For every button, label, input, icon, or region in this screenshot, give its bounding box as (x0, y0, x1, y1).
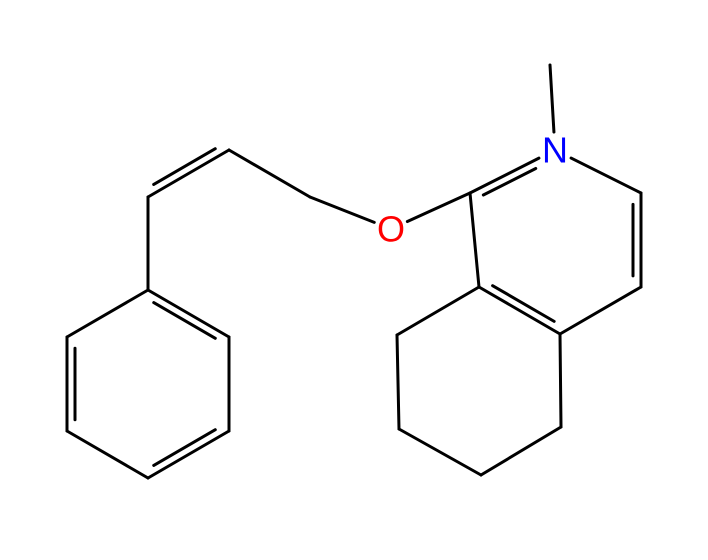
bond (148, 150, 229, 197)
bond (399, 429, 481, 475)
bond (550, 65, 554, 132)
atom-label-n: N (542, 130, 568, 171)
bond (67, 431, 148, 478)
bond (229, 150, 310, 197)
bond (479, 287, 560, 334)
molecule-diagram: ON (0, 0, 708, 560)
bond (310, 197, 374, 222)
bond (560, 334, 561, 427)
bond (148, 290, 229, 337)
bond (470, 158, 539, 193)
bond (407, 193, 470, 222)
bond (397, 335, 399, 429)
bond (397, 287, 479, 335)
bond (560, 287, 641, 334)
atom-label-o: O (377, 209, 405, 250)
bond (481, 427, 561, 475)
bond (148, 431, 229, 478)
bond (67, 290, 148, 337)
bond (493, 286, 555, 322)
bond (154, 149, 216, 185)
bond (154, 430, 216, 466)
bond (571, 158, 641, 193)
bond (154, 303, 216, 339)
bond (470, 193, 479, 287)
